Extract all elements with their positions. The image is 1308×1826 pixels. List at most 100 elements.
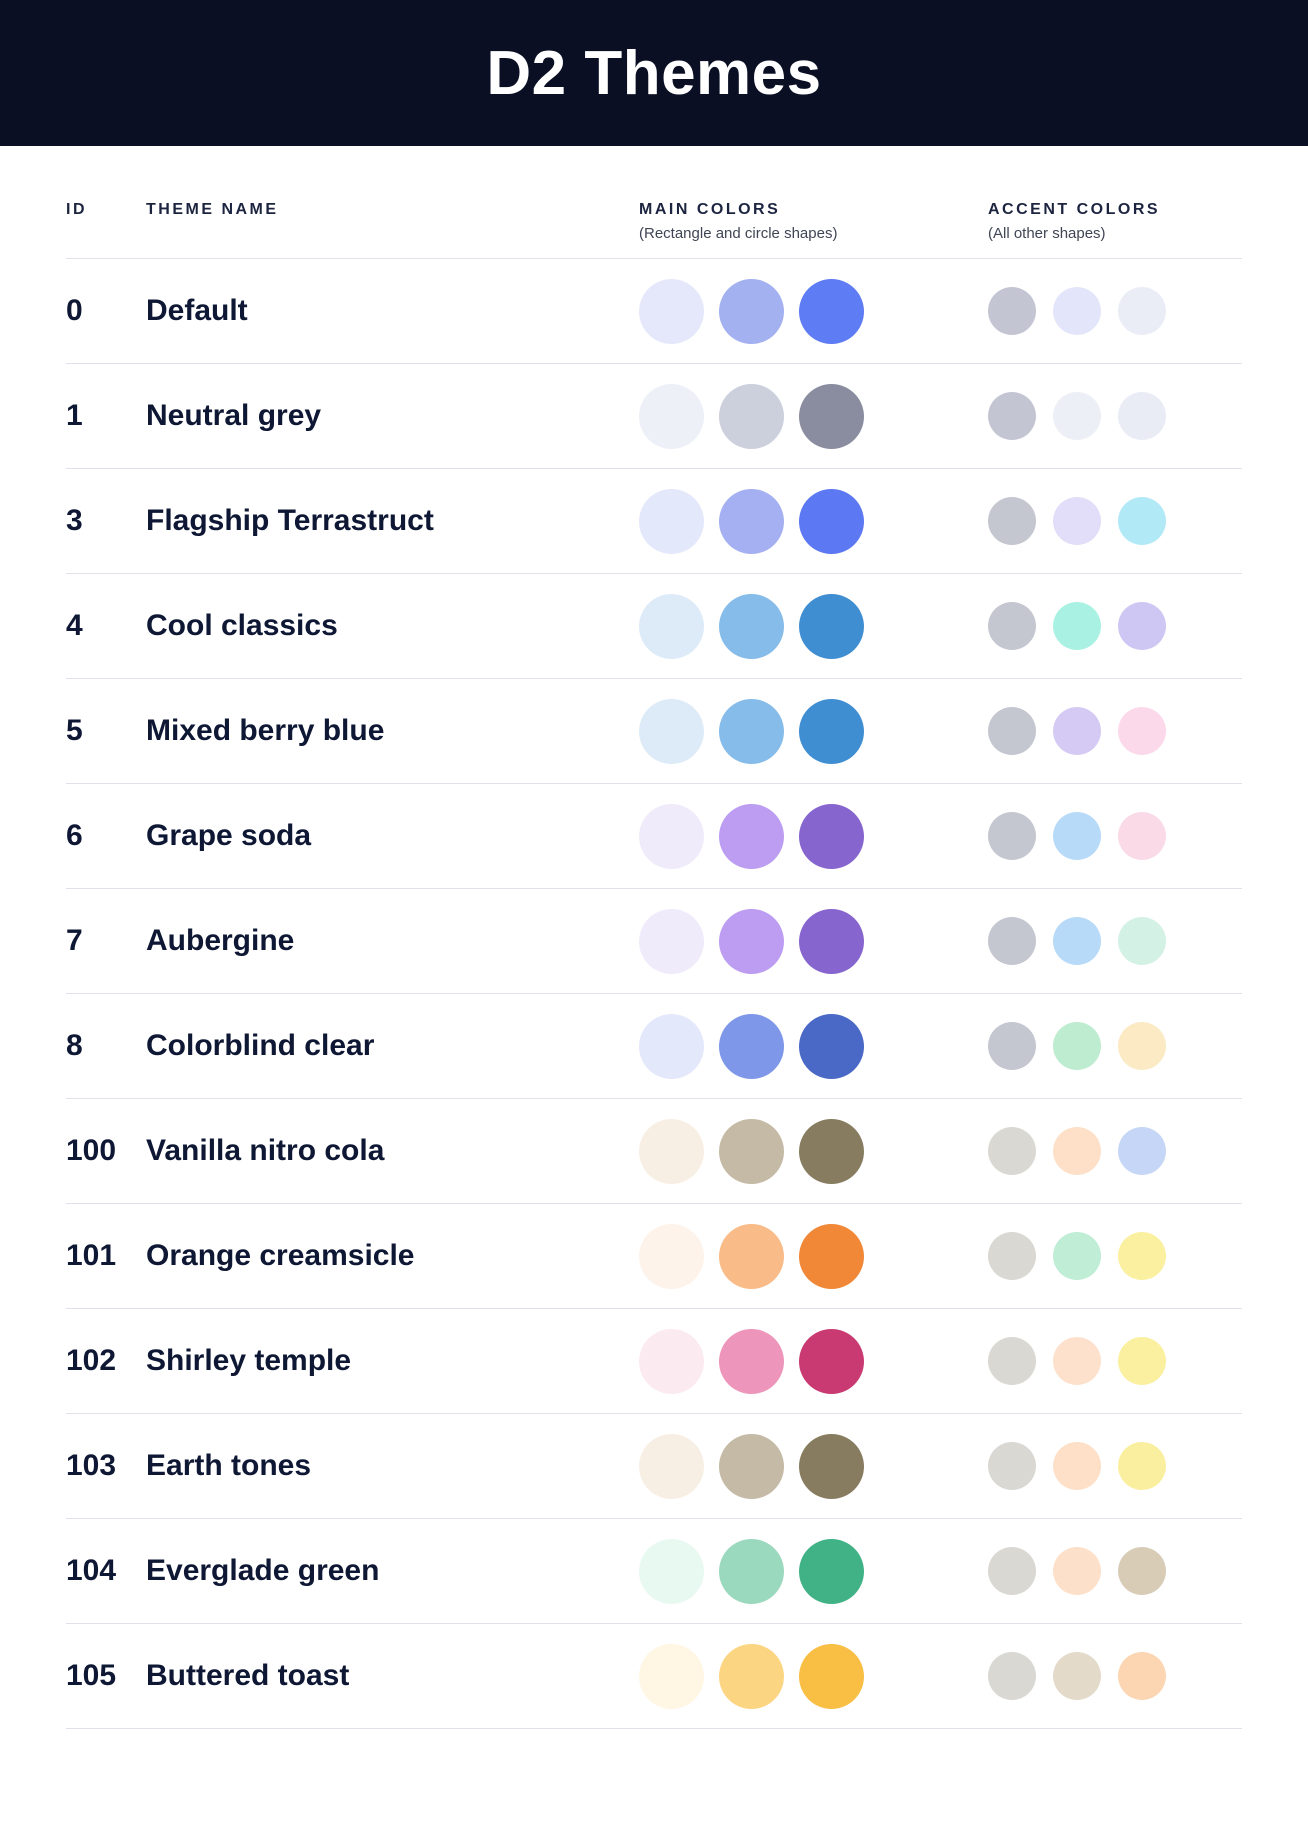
accent-color-swatch: [1053, 1232, 1101, 1280]
accent-colors-cell: [988, 602, 1242, 650]
accent-color-swatch: [1053, 497, 1101, 545]
accent-color-swatch: [1118, 1337, 1166, 1385]
accent-color-swatch: [1118, 1547, 1166, 1595]
table-row: 0 Default: [66, 259, 1242, 364]
main-color-swatch: [719, 908, 784, 974]
main-colors-cell: [639, 383, 988, 449]
accent-color-swatch: [988, 1547, 1036, 1595]
table-row: 7 Aubergine: [66, 889, 1242, 994]
theme-name-column-label: THEME NAME: [146, 201, 279, 218]
main-color-swatch: [639, 1118, 704, 1184]
accent-color-swatch: [988, 1127, 1036, 1175]
column-header-main-colors: MAIN COLORS (Rectangle and circle shapes…: [639, 200, 988, 242]
theme-name: Shirley temple: [146, 1344, 352, 1377]
main-colors-cell: [639, 1433, 988, 1499]
main-color-swatch: [639, 383, 704, 449]
main-color-swatch: [719, 1223, 784, 1289]
main-color-swatch: [719, 1118, 784, 1184]
theme-name: Buttered toast: [146, 1659, 350, 1692]
accent-colors-cell: [988, 707, 1242, 755]
accent-color-swatch: [1118, 602, 1166, 650]
main-color-swatch: [719, 593, 784, 659]
table-row: 104 Everglade green: [66, 1519, 1242, 1624]
theme-id: 104: [66, 1554, 117, 1587]
accent-color-swatch: [1053, 1337, 1101, 1385]
accent-color-swatch: [1053, 1127, 1101, 1175]
accent-color-swatch: [1118, 707, 1166, 755]
main-color-swatch: [799, 698, 864, 764]
main-color-swatch: [639, 1643, 704, 1709]
theme-name: Cool classics: [146, 609, 338, 642]
main-color-swatch: [719, 1328, 784, 1394]
main-color-swatch: [719, 488, 784, 554]
main-color-swatch: [719, 1013, 784, 1079]
main-color-swatch: [799, 1643, 864, 1709]
table-row: 102 Shirley temple: [66, 1309, 1242, 1414]
main-colors-column-label: MAIN COLORS: [639, 201, 781, 218]
accent-color-swatch: [1053, 707, 1101, 755]
column-header-id: ID: [66, 200, 146, 219]
table-row: 3 Flagship Terrastruct: [66, 469, 1242, 574]
accent-color-swatch: [1118, 1442, 1166, 1490]
main-colors-cell: [639, 698, 988, 764]
main-colors-column-sublabel: (Rectangle and circle shapes): [639, 225, 838, 242]
main-color-swatch: [639, 1433, 704, 1499]
accent-colors-cell: [988, 812, 1242, 860]
main-colors-cell: [639, 593, 988, 659]
theme-id: 101: [66, 1239, 117, 1272]
theme-name: Default: [146, 294, 248, 327]
accent-color-swatch: [1053, 1652, 1101, 1700]
accent-color-swatch: [1118, 497, 1166, 545]
table-row: 6 Grape soda: [66, 784, 1242, 889]
id-column-label: ID: [66, 201, 87, 218]
accent-color-swatch: [1053, 812, 1101, 860]
accent-color-swatch: [1118, 1232, 1166, 1280]
main-colors-cell: [639, 1118, 988, 1184]
table-row: 8 Colorblind clear: [66, 994, 1242, 1099]
accent-color-swatch: [1053, 917, 1101, 965]
theme-name: Orange creamsicle: [146, 1239, 415, 1272]
accent-color-swatch: [988, 1337, 1036, 1385]
theme-id: 100: [66, 1134, 117, 1167]
accent-colors-cell: [988, 1547, 1242, 1595]
theme-id: 0: [66, 294, 83, 327]
table-row: 5 Mixed berry blue: [66, 679, 1242, 784]
accent-colors-cell: [988, 1232, 1242, 1280]
accent-colors-cell: [988, 1652, 1242, 1700]
accent-colors-cell: [988, 1127, 1242, 1175]
theme-id: 8: [66, 1029, 83, 1062]
accent-color-swatch: [988, 1022, 1036, 1070]
theme-id: 102: [66, 1344, 117, 1377]
accent-color-swatch: [988, 1232, 1036, 1280]
main-color-swatch: [639, 803, 704, 869]
accent-color-swatch: [1053, 1442, 1101, 1490]
main-color-swatch: [799, 1118, 864, 1184]
main-colors-cell: [639, 278, 988, 344]
main-color-swatch: [799, 1013, 864, 1079]
accent-color-swatch: [988, 1652, 1036, 1700]
title-bar: D2 Themes: [0, 0, 1308, 146]
theme-name: Everglade green: [146, 1554, 380, 1587]
main-color-swatch: [639, 278, 704, 344]
main-color-swatch: [799, 803, 864, 869]
accent-color-swatch: [1053, 392, 1101, 440]
accent-color-swatch: [1053, 1547, 1101, 1595]
accent-colors-column-sublabel: (All other shapes): [988, 225, 1106, 242]
main-color-swatch: [639, 488, 704, 554]
accent-color-swatch: [988, 917, 1036, 965]
main-color-swatch: [639, 1538, 704, 1604]
theme-name: Grape soda: [146, 819, 312, 852]
main-colors-cell: [639, 1538, 988, 1604]
accent-color-swatch: [1118, 287, 1166, 335]
theme-id: 3: [66, 504, 83, 537]
accent-colors-cell: [988, 392, 1242, 440]
page-title: D2 Themes: [486, 38, 822, 108]
main-color-swatch: [719, 1433, 784, 1499]
accent-color-swatch: [988, 812, 1036, 860]
theme-name: Flagship Terrastruct: [146, 504, 434, 537]
theme-name: Colorblind clear: [146, 1029, 375, 1062]
main-colors-cell: [639, 1013, 988, 1079]
column-header-accent-colors: ACCENT COLORS (All other shapes): [988, 200, 1242, 242]
main-colors-cell: [639, 803, 988, 869]
themes-table: ID THEME NAME MAIN COLORS (Rectangle and…: [0, 146, 1308, 1729]
